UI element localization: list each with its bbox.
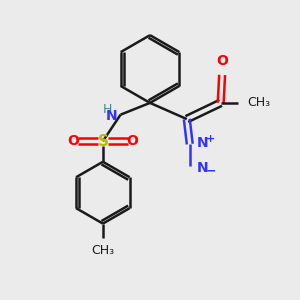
Text: O: O: [127, 134, 139, 148]
Text: +: +: [206, 134, 215, 144]
Text: −: −: [206, 165, 216, 178]
Text: N: N: [197, 136, 209, 150]
Text: CH₃: CH₃: [247, 96, 270, 110]
Text: O: O: [67, 134, 79, 148]
Text: N: N: [106, 109, 118, 123]
Text: O: O: [216, 54, 228, 68]
Text: N: N: [197, 161, 209, 175]
Text: CH₃: CH₃: [91, 244, 115, 256]
Text: H: H: [103, 103, 112, 116]
Text: S: S: [98, 134, 108, 149]
